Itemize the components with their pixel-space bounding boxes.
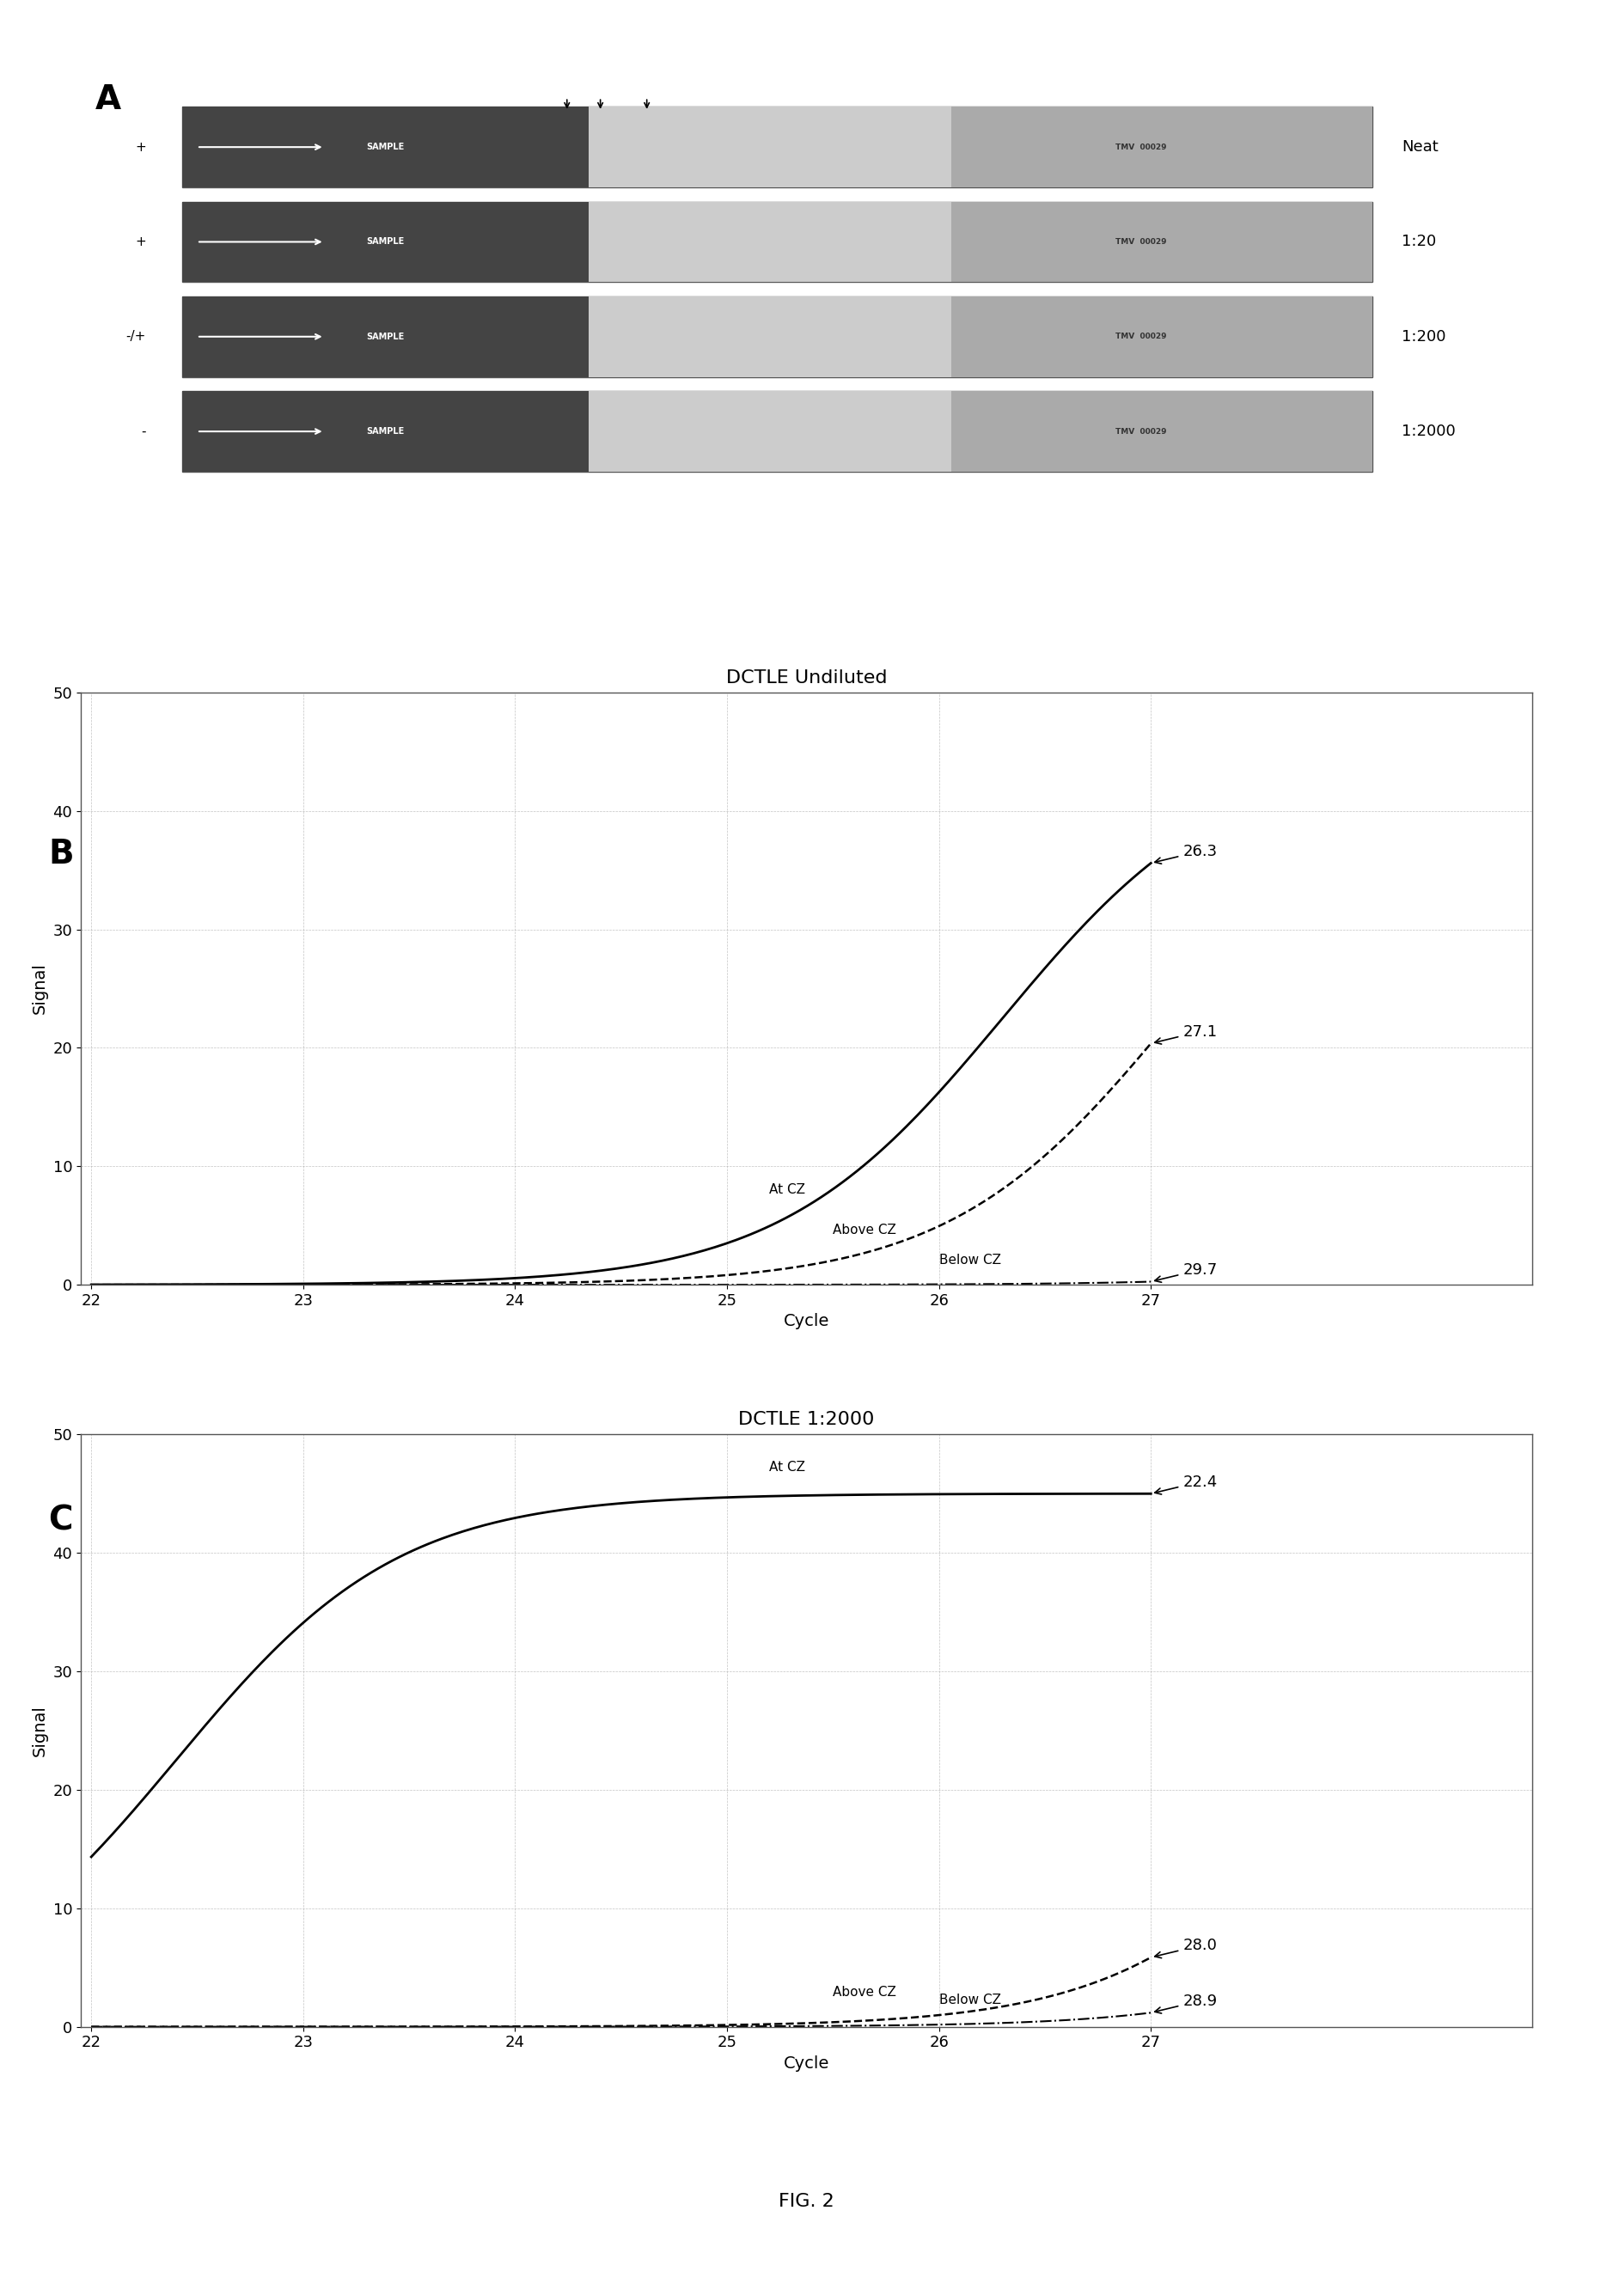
FancyBboxPatch shape xyxy=(952,296,1373,377)
Text: B: B xyxy=(48,838,74,870)
Text: SAMPLE: SAMPLE xyxy=(366,333,405,340)
Text: 28.0: 28.0 xyxy=(1155,1938,1216,1958)
Text: Below CZ: Below CZ xyxy=(939,1993,1000,2007)
FancyBboxPatch shape xyxy=(182,390,589,471)
Text: At CZ: At CZ xyxy=(769,1182,805,1196)
Text: 26.3: 26.3 xyxy=(1155,843,1218,863)
Text: -: - xyxy=(142,425,145,439)
Text: 1:2000: 1:2000 xyxy=(1402,425,1455,439)
Text: 27.1: 27.1 xyxy=(1155,1024,1218,1045)
Text: Neat: Neat xyxy=(1402,140,1439,154)
Text: 29.7: 29.7 xyxy=(1155,1263,1218,1281)
Text: 1:200: 1:200 xyxy=(1402,328,1445,344)
Y-axis label: Signal: Signal xyxy=(32,962,48,1015)
Text: TMV  00029: TMV 00029 xyxy=(1116,427,1166,436)
FancyBboxPatch shape xyxy=(589,390,952,471)
X-axis label: Cycle: Cycle xyxy=(784,1313,829,1329)
Title: DCTLE Undiluted: DCTLE Undiluted xyxy=(726,668,887,687)
Text: 1:20: 1:20 xyxy=(1402,234,1436,250)
FancyBboxPatch shape xyxy=(952,390,1373,471)
Text: TMV  00029: TMV 00029 xyxy=(1116,333,1166,340)
Text: Below CZ: Below CZ xyxy=(939,1254,1000,1267)
FancyBboxPatch shape xyxy=(182,390,1373,471)
FancyBboxPatch shape xyxy=(182,202,589,282)
FancyBboxPatch shape xyxy=(182,108,1373,188)
Text: SAMPLE: SAMPLE xyxy=(366,236,405,246)
FancyBboxPatch shape xyxy=(589,108,952,188)
FancyBboxPatch shape xyxy=(182,296,1373,377)
Text: C: C xyxy=(48,1504,73,1536)
Title: DCTLE 1:2000: DCTLE 1:2000 xyxy=(739,1412,874,1428)
Text: 28.9: 28.9 xyxy=(1155,1993,1218,2014)
Text: Above CZ: Above CZ xyxy=(832,1986,897,1998)
X-axis label: Cycle: Cycle xyxy=(784,2055,829,2071)
Text: FIG. 2: FIG. 2 xyxy=(779,2193,834,2211)
Y-axis label: Signal: Signal xyxy=(32,1706,48,1756)
Text: +: + xyxy=(135,140,145,154)
FancyBboxPatch shape xyxy=(589,296,952,377)
FancyBboxPatch shape xyxy=(952,108,1373,188)
Text: SAMPLE: SAMPLE xyxy=(366,142,405,152)
Text: SAMPLE: SAMPLE xyxy=(366,427,405,436)
Text: -/+: -/+ xyxy=(126,331,145,342)
Text: TMV  00029: TMV 00029 xyxy=(1116,239,1166,246)
FancyBboxPatch shape xyxy=(182,296,589,377)
FancyBboxPatch shape xyxy=(589,202,952,282)
FancyBboxPatch shape xyxy=(182,202,1373,282)
FancyBboxPatch shape xyxy=(952,202,1373,282)
Text: +: + xyxy=(135,236,145,248)
Text: TMV  00029: TMV 00029 xyxy=(1116,142,1166,152)
Text: 22.4: 22.4 xyxy=(1155,1474,1218,1495)
Text: At CZ: At CZ xyxy=(769,1460,805,1474)
FancyBboxPatch shape xyxy=(182,108,589,188)
Text: Above CZ: Above CZ xyxy=(832,1224,897,1238)
Text: A: A xyxy=(95,83,121,115)
